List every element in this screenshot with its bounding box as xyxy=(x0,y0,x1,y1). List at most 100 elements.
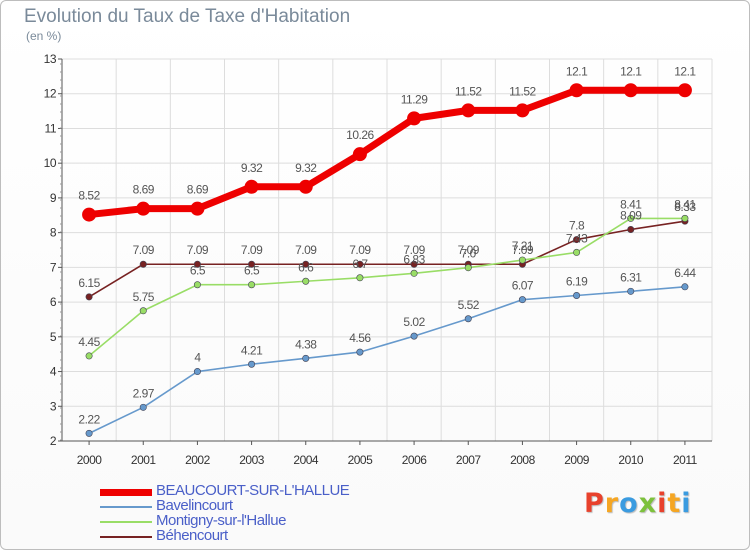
data-label: 5.02 xyxy=(403,315,425,329)
y-tick-label: 2 xyxy=(50,434,57,448)
data-label: 12.1 xyxy=(566,64,588,78)
data-point xyxy=(464,315,472,323)
data-point xyxy=(302,354,310,362)
series-line xyxy=(88,220,686,298)
data-point xyxy=(627,287,635,295)
legend-label: BEAUCOURT-SUR-L'HALLUE xyxy=(156,482,350,499)
legend-label: Montigny-sur-l'Hallue xyxy=(156,512,286,529)
y-tick-label: 12 xyxy=(44,87,57,101)
data-label: 4.45 xyxy=(78,335,100,349)
unit-label: (en %) xyxy=(26,29,62,43)
x-tick-label: 2003 xyxy=(239,453,265,467)
data-label: 8.33 xyxy=(674,200,696,214)
data-point xyxy=(410,332,418,340)
proxiti-logo: Proxiti xyxy=(584,488,692,519)
y-tick-label: 3 xyxy=(50,399,57,413)
data-label: 7.09 xyxy=(187,243,209,257)
legend-swatch xyxy=(100,488,152,496)
y-tick-label: 10 xyxy=(44,156,57,170)
data-label: 8.52 xyxy=(78,189,100,203)
data-point xyxy=(244,179,259,194)
data-label: 7.09 xyxy=(349,243,371,257)
data-label: 6.07 xyxy=(512,279,534,293)
y-tick-label: 6 xyxy=(50,295,57,309)
data-label: 7.0 xyxy=(461,247,477,261)
data-point xyxy=(681,283,689,291)
legend-swatch xyxy=(100,506,152,508)
logo-letter: i xyxy=(657,488,668,519)
data-label: 12.1 xyxy=(674,64,696,78)
data-point xyxy=(190,201,205,216)
data-point xyxy=(298,179,313,194)
data-point xyxy=(85,293,93,301)
data-label: 6.7 xyxy=(352,257,368,271)
data-point xyxy=(410,260,418,268)
data-label: 7.09 xyxy=(241,243,263,257)
data-point xyxy=(681,214,689,222)
data-label: 6.5 xyxy=(190,264,206,278)
y-tick-label: 11 xyxy=(45,121,57,135)
data-point xyxy=(248,260,256,268)
data-point xyxy=(356,260,364,268)
data-point xyxy=(85,429,93,437)
data-label: 5.52 xyxy=(458,298,480,312)
x-tick-label: 2009 xyxy=(564,453,590,467)
data-point xyxy=(623,83,638,98)
data-point xyxy=(677,83,692,98)
data-point xyxy=(139,403,147,411)
data-label: 6.15 xyxy=(78,276,100,290)
data-label: 6.5 xyxy=(244,264,260,278)
y-tick-label: 7 xyxy=(50,260,57,274)
data-label: 6.44 xyxy=(674,266,696,280)
data-point xyxy=(193,368,201,376)
data-label: 7.09 xyxy=(512,243,534,257)
logo-letter: t xyxy=(667,488,682,519)
data-point xyxy=(248,281,256,289)
x-tick-label: 2001 xyxy=(131,453,157,467)
data-label: 4.38 xyxy=(295,337,317,351)
logo-letter: P xyxy=(584,488,605,519)
data-point xyxy=(352,147,367,162)
data-point xyxy=(193,260,201,268)
data-label: 5.75 xyxy=(133,290,155,304)
legend-label: Béhencourt xyxy=(156,527,228,544)
data-point xyxy=(356,274,364,282)
data-label: 2.97 xyxy=(133,386,155,400)
data-point xyxy=(356,348,364,356)
series-line xyxy=(88,217,686,357)
data-point xyxy=(573,248,581,256)
x-tick-label: 2010 xyxy=(618,453,644,467)
logo-letter: i xyxy=(681,488,692,519)
data-point xyxy=(515,103,530,118)
data-label: 6.83 xyxy=(403,252,425,266)
data-label: 7.43 xyxy=(566,231,588,245)
data-point xyxy=(248,360,256,368)
data-label: 8.69 xyxy=(133,183,155,197)
x-tick-label: 2011 xyxy=(673,453,698,467)
data-point xyxy=(573,236,581,244)
data-label: 7.09 xyxy=(458,243,480,257)
data-point xyxy=(82,207,97,222)
data-label: 6.31 xyxy=(620,270,642,284)
data-point xyxy=(627,214,635,222)
data-point xyxy=(193,281,201,289)
x-tick-label: 2008 xyxy=(510,453,536,467)
data-point xyxy=(461,103,476,118)
data-label: 6.19 xyxy=(566,274,588,288)
data-label: 7.09 xyxy=(403,243,425,257)
data-point xyxy=(518,256,526,264)
series-line xyxy=(88,286,686,435)
data-point xyxy=(410,269,418,277)
data-point xyxy=(136,201,151,216)
data-point xyxy=(407,111,422,126)
data-label: 2.22 xyxy=(78,412,100,426)
data-label: 8.41 xyxy=(620,197,642,211)
y-tick-label: 5 xyxy=(50,330,57,344)
series-line xyxy=(85,86,689,219)
data-label: 10.26 xyxy=(346,128,374,142)
data-label: 8.69 xyxy=(187,183,209,197)
data-label: 8.09 xyxy=(620,209,642,223)
data-point xyxy=(139,307,147,315)
y-tick-label: 8 xyxy=(50,226,57,240)
